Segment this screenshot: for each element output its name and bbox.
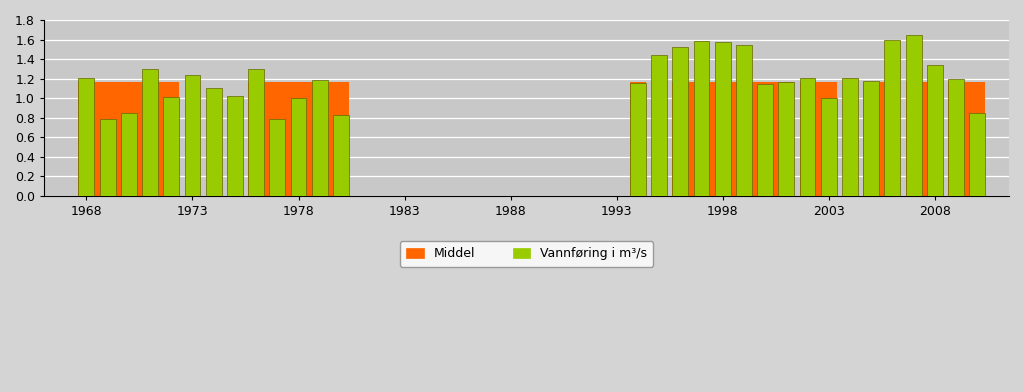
Bar bbox=[269, 118, 286, 196]
Bar bbox=[715, 42, 731, 196]
Bar bbox=[184, 74, 201, 196]
Bar bbox=[79, 78, 94, 196]
Bar bbox=[142, 69, 158, 196]
Bar bbox=[163, 97, 179, 196]
Bar bbox=[948, 78, 964, 196]
Bar bbox=[227, 96, 243, 196]
Bar bbox=[821, 98, 837, 196]
Legend: Middel, Vannføring i m³/s: Middel, Vannføring i m³/s bbox=[399, 241, 653, 267]
Bar bbox=[778, 82, 795, 196]
Bar bbox=[673, 82, 795, 196]
Bar bbox=[757, 84, 773, 196]
Bar bbox=[248, 69, 264, 196]
Bar bbox=[970, 113, 985, 196]
Bar bbox=[79, 82, 179, 196]
Bar bbox=[630, 82, 646, 196]
Bar bbox=[651, 55, 667, 196]
Bar bbox=[800, 82, 837, 196]
Bar bbox=[905, 34, 922, 196]
Bar bbox=[842, 78, 858, 196]
Bar bbox=[863, 82, 879, 196]
Bar bbox=[800, 78, 815, 196]
Bar bbox=[673, 47, 688, 196]
Bar bbox=[333, 114, 349, 196]
Bar bbox=[927, 65, 943, 196]
Bar bbox=[885, 40, 900, 196]
Bar bbox=[863, 82, 900, 196]
Bar bbox=[99, 118, 116, 196]
Bar bbox=[693, 42, 710, 196]
Bar bbox=[291, 98, 306, 196]
Bar bbox=[630, 83, 646, 196]
Bar bbox=[311, 80, 328, 196]
Bar bbox=[905, 82, 943, 196]
Bar bbox=[121, 113, 137, 196]
Bar bbox=[948, 82, 985, 196]
Bar bbox=[736, 45, 752, 196]
Bar bbox=[206, 88, 221, 196]
Bar bbox=[248, 82, 349, 196]
